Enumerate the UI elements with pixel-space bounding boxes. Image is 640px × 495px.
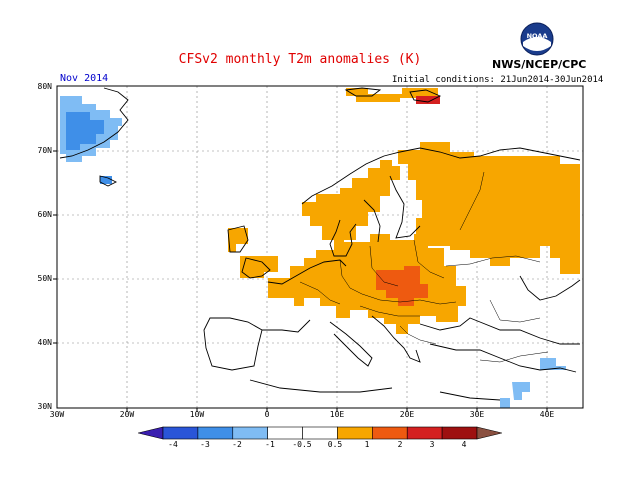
colorbar-label: 3: [429, 440, 435, 449]
coastlines: [59, 87, 581, 401]
lon-label: 20E: [399, 410, 415, 419]
lat-label: 40N: [37, 338, 52, 347]
logo-text: NOAA: [527, 32, 548, 40]
map-title: CFSv2 monthly T2m anomalies (K): [178, 52, 422, 67]
lon-label: 10W: [189, 410, 205, 419]
colorbar-label: 1: [364, 440, 370, 449]
initial-conditions-label: Initial conditions: 21Jun2014-30Jun2014: [392, 75, 604, 85]
colorbar-segment: [232, 426, 268, 440]
colorbar-segment: [406, 426, 443, 440]
noaa-logo: NOAA: [520, 22, 554, 56]
colorbar: [138, 426, 502, 440]
colorbar-label: -2: [232, 440, 242, 449]
colorbar-label: -1: [265, 440, 275, 449]
warm-anomaly-regions: [228, 88, 580, 334]
colorbar-segment: [441, 426, 478, 440]
colorbar-segment: [302, 426, 338, 440]
borders: [299, 171, 549, 363]
colorbar-label: 2: [397, 440, 403, 449]
colorbar-segment: [197, 426, 234, 440]
colorbar-segments: [162, 426, 478, 440]
colorbar-label: -3: [200, 440, 210, 449]
lon-label: 30W: [49, 410, 65, 419]
colorbar-label: -0.5: [292, 440, 312, 449]
colorbar-segment: [162, 426, 199, 440]
colorbar-label: 4: [461, 440, 467, 449]
map-frame: [56, 85, 584, 409]
lat-label: 70N: [37, 146, 52, 155]
hot-anomaly-regions: [376, 96, 440, 306]
cold-anomaly-regions: [60, 96, 566, 408]
colorbar-low-arrow: [138, 426, 164, 440]
agency-label: NWS/NCEP/CPC: [492, 58, 587, 71]
colorbar-segment: [372, 426, 408, 440]
lon-label: 10E: [329, 410, 345, 419]
lon-label: 40E: [539, 410, 555, 419]
lat-label: 60N: [37, 210, 52, 219]
axis-ticks: [53, 150, 548, 412]
lat-label: 50N: [37, 274, 52, 283]
lat-label: 30N: [37, 402, 52, 411]
colorbar-label: 0.5: [327, 440, 343, 449]
lon-label: 30E: [469, 410, 485, 419]
colorbar-segment: [337, 426, 373, 440]
colorbar-label: -4: [168, 440, 178, 449]
lon-label: 20W: [119, 410, 135, 419]
colorbar-high-arrow: [476, 426, 502, 440]
lon-label: 0: [264, 410, 270, 419]
lat-label: 80N: [37, 82, 52, 91]
month-label: Nov 2014: [60, 73, 109, 84]
colorbar-segment: [267, 426, 303, 440]
